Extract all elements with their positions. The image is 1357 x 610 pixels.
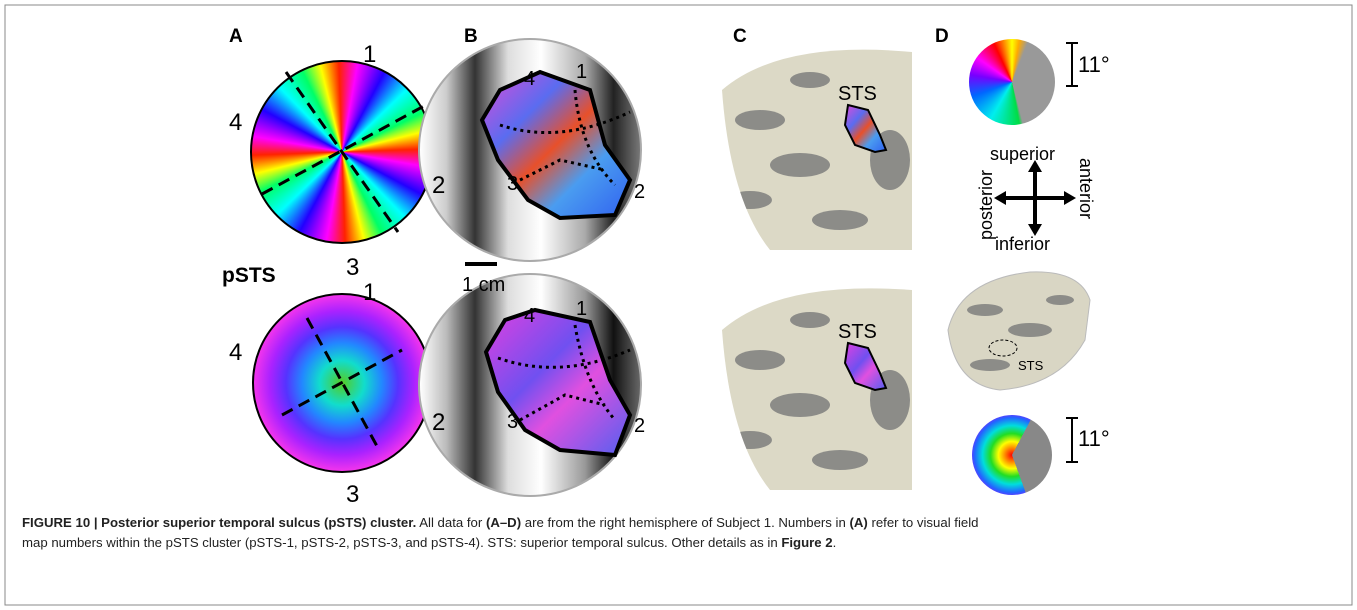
caption-ref: (A–D) xyxy=(486,515,521,530)
labels: A B C D 1 2 3 4 pSTS 1 2 3 4 1 2 3 4 STS… xyxy=(222,26,1110,508)
caption-text: . xyxy=(833,535,837,550)
panel-label: D xyxy=(935,26,949,47)
inflated-brain xyxy=(715,285,915,495)
scale-label: 1 cm xyxy=(462,274,505,296)
map-number: 3 xyxy=(346,254,359,281)
scale-label: 11° xyxy=(1078,52,1110,77)
caption-title: FIGURE 10 | Posterior superior temporal … xyxy=(22,515,416,530)
figure: A B C D 1 2 3 4 pSTS 1 2 3 4 1 2 3 4 STS… xyxy=(0,0,1357,610)
caption-ref: Figure 2 xyxy=(781,535,832,550)
map-number: 3 xyxy=(507,173,518,195)
caption-ref: (A) xyxy=(849,515,867,530)
caption: FIGURE 10 | Posterior superior temporal … xyxy=(22,513,1342,553)
sulcus-label: STS xyxy=(1018,358,1044,373)
map-number: 4 xyxy=(229,339,242,366)
caption-text: All data for xyxy=(416,515,486,530)
scale-label: 11° xyxy=(1078,426,1110,451)
map-number: 2 xyxy=(432,172,445,199)
caption-text: are from the right hemisphere of Subject… xyxy=(521,515,849,530)
direction-label: inferior xyxy=(995,234,1050,254)
map-number: 1 xyxy=(363,41,376,68)
map-number: 4 xyxy=(524,68,535,90)
map-number: 4 xyxy=(524,305,535,327)
cluster-label: pSTS xyxy=(222,264,276,287)
direction-label: anterior xyxy=(1076,158,1096,219)
map-number: 1 xyxy=(576,61,587,83)
map-number: 3 xyxy=(507,411,518,433)
panel-label: A xyxy=(229,26,243,47)
scale-bracket xyxy=(1066,43,1078,462)
orientation-arrows xyxy=(1002,168,1068,228)
caption-text: map numbers within the pSTS cluster (pST… xyxy=(22,535,781,550)
map-number: 1 xyxy=(576,298,587,320)
sulcus-label: STS xyxy=(838,321,877,343)
map-number: 3 xyxy=(346,481,359,508)
panel-label: C xyxy=(733,26,747,47)
boundaries xyxy=(262,72,424,448)
sulcus-label: STS xyxy=(653,116,675,155)
map-number: 2 xyxy=(432,409,445,436)
cluster-map xyxy=(486,310,630,455)
map-number: 2 xyxy=(634,415,645,437)
direction-label: superior xyxy=(990,144,1055,164)
map-number: 4 xyxy=(229,109,242,136)
caption-text: refer to visual field xyxy=(868,515,979,530)
map-number: 2 xyxy=(634,181,645,203)
direction-label: posterior xyxy=(976,170,996,240)
panel-label: B xyxy=(464,26,478,47)
map-number: 1 xyxy=(363,279,376,306)
cluster-map xyxy=(482,72,630,218)
sulcus-label: STS xyxy=(838,83,877,105)
sulcus-label: STS xyxy=(653,354,675,393)
